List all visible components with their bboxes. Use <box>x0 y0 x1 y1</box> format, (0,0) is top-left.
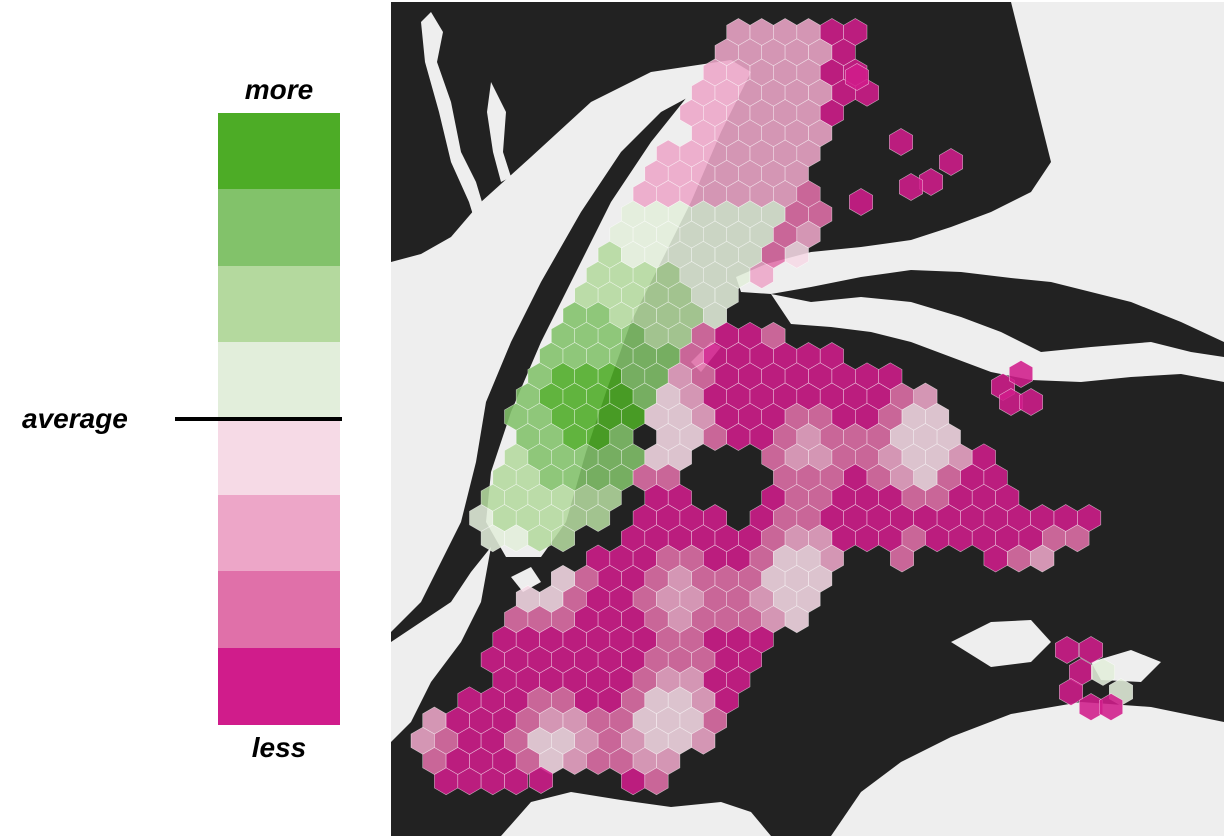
legend-less-label: less <box>251 732 307 763</box>
hex-cell[interactable] <box>1078 636 1104 664</box>
new-jersey-shore <box>391 60 731 632</box>
hex-cell[interactable] <box>749 261 774 289</box>
legend-swatch-5 <box>218 418 340 496</box>
hex-cell[interactable] <box>504 767 529 796</box>
hex-cell[interactable] <box>889 544 915 573</box>
rockaway-peninsula <box>831 702 1224 836</box>
bronx-westchester <box>736 2 1224 342</box>
hex-cell[interactable] <box>529 766 553 794</box>
queens-north-shore <box>771 294 1224 382</box>
hex-cell[interactable] <box>1008 360 1034 388</box>
legend-swatch-4 <box>218 342 340 420</box>
legend-swatch-3 <box>218 265 340 343</box>
hex-cell[interactable] <box>1030 544 1055 573</box>
hex-cell[interactable] <box>898 173 924 201</box>
legend-color-scale <box>218 113 340 725</box>
hex-cell[interactable] <box>848 188 874 216</box>
color-legend: more average less <box>0 0 380 836</box>
nyc-hexbin-map[interactable] <box>391 2 1224 836</box>
legend-swatch-6 <box>218 494 340 572</box>
hex-cell[interactable] <box>1090 658 1116 686</box>
hex-cell[interactable] <box>1098 693 1124 721</box>
legend-swatch-8 <box>218 647 340 725</box>
legend-average-marker <box>175 417 342 421</box>
staten-island-north <box>391 547 491 742</box>
hex-cell[interactable] <box>644 767 669 796</box>
hex-cell[interactable] <box>551 524 575 553</box>
hex-cell[interactable] <box>1065 524 1090 553</box>
hexbin-layer <box>410 18 1134 796</box>
hex-cell[interactable] <box>784 240 809 269</box>
south-brooklyn-shore <box>501 792 771 836</box>
legend-swatch-1 <box>218 113 340 190</box>
hex-cell[interactable] <box>586 504 611 532</box>
legend-average-label: average <box>22 403 128 434</box>
hex-cell[interactable] <box>888 128 914 156</box>
hex-cell[interactable] <box>1054 636 1080 664</box>
hex-cell[interactable] <box>784 605 809 634</box>
hex-cell[interactable] <box>1018 388 1044 416</box>
governors-island <box>511 567 541 592</box>
hackensack-river <box>421 12 491 247</box>
jamaica-bay-island <box>951 620 1051 667</box>
hex-cell[interactable] <box>691 726 716 755</box>
hex-cell[interactable] <box>938 148 964 176</box>
legend-swatch-2 <box>218 189 340 267</box>
hex-cell[interactable] <box>844 63 870 91</box>
legend-more-label: more <box>244 74 314 105</box>
legend-swatch-7 <box>218 571 340 649</box>
passaic-river <box>487 82 511 182</box>
